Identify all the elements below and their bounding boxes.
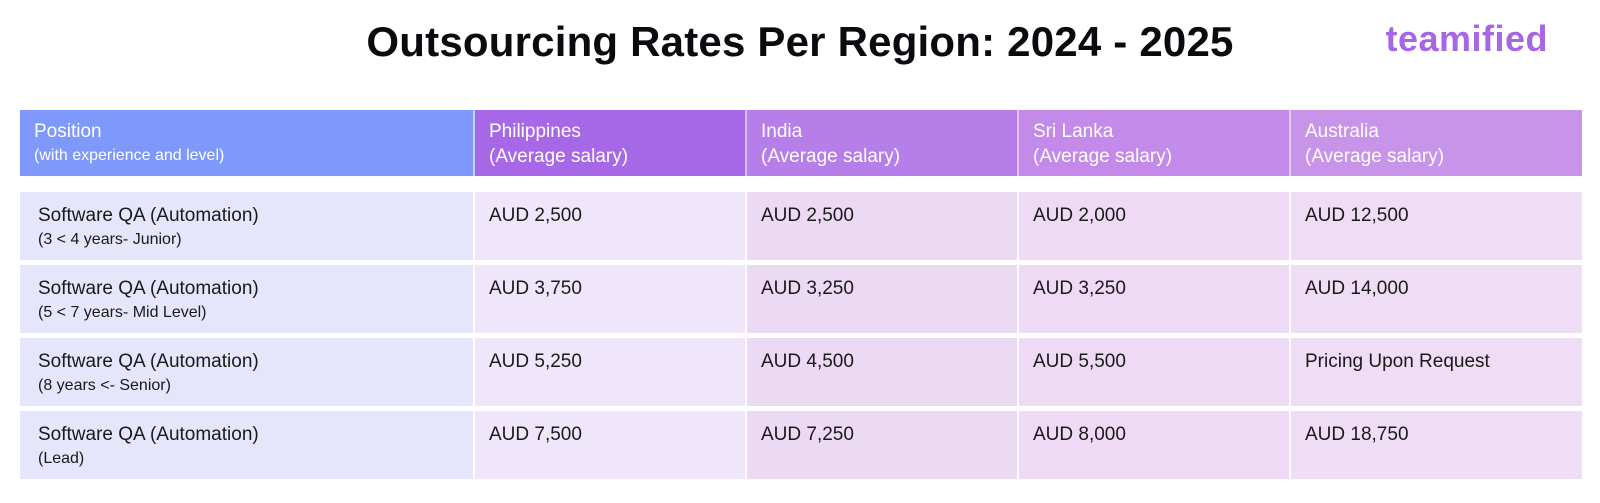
salary-cell-india: AUD 7,250 [747,411,1019,479]
salary-cell-philippines: AUD 5,250 [475,338,747,406]
page-title: Outsourcing Rates Per Region: 2024 - 202… [366,18,1234,65]
header-sublabel: (Average salary) [489,146,629,167]
position-title: Software QA (Automation) [38,278,259,299]
salary-cell-sri-lanka: AUD 3,250 [1019,265,1291,333]
salary-cell-philippines: AUD 7,500 [475,411,747,479]
header-label: India [761,121,803,142]
position-cell: Software QA (Automation) (8 years <- Sen… [20,338,475,406]
salary-value: AUD 3,250 [1033,278,1126,299]
salary-value: Pricing Upon Request [1305,351,1490,372]
salary-value: AUD 5,250 [489,351,582,372]
table-header-row: Position (with experience and level) Phi… [20,110,1582,176]
table-row: Software QA (Automation) (3 < 4 years- J… [20,192,1582,260]
salary-value: AUD 7,500 [489,424,582,445]
salary-cell-india: AUD 2,500 [747,192,1019,260]
salary-cell-india: AUD 3,250 [747,265,1019,333]
salary-value: AUD 12,500 [1305,205,1409,226]
salary-value: AUD 3,750 [489,278,582,299]
salary-value: AUD 8,000 [1033,424,1126,445]
header-sri-lanka: Sri Lanka (Average salary) [1019,110,1291,176]
header-australia: Australia (Average salary) [1291,110,1582,176]
salary-cell-philippines: AUD 2,500 [475,192,747,260]
salary-value: AUD 3,250 [761,278,854,299]
salary-cell-sri-lanka: AUD 2,000 [1019,192,1291,260]
header-label: Philippines [489,121,581,142]
header-gap [20,176,1582,192]
salary-value: AUD 7,250 [761,424,854,445]
position-cell: Software QA (Automation) (3 < 4 years- J… [20,192,475,260]
position-level: (Lead) [38,450,85,467]
position-title: Software QA (Automation) [38,424,259,445]
table-row: Software QA (Automation) (Lead) AUD 7,50… [20,411,1582,479]
position-title: Software QA (Automation) [38,205,259,226]
header-label: Australia [1305,121,1379,142]
salary-cell-australia: AUD 12,500 [1291,192,1582,260]
salary-cell-australia: AUD 18,750 [1291,411,1582,479]
header-sublabel: (Average salary) [1305,146,1445,167]
salary-value: AUD 5,500 [1033,351,1126,372]
header-label: Position [34,121,102,142]
position-cell: Software QA (Automation) (5 < 7 years- M… [20,265,475,333]
header-label: Sri Lanka [1033,121,1114,142]
salary-cell-australia: Pricing Upon Request [1291,338,1582,406]
salary-cell-philippines: AUD 3,750 [475,265,747,333]
header-philippines: Philippines (Average salary) [475,110,747,176]
table-row: Software QA (Automation) (5 < 7 years- M… [20,265,1582,333]
header-sublabel: (Average salary) [1033,146,1173,167]
header-sublabel: (Average salary) [761,146,901,167]
position-level: (5 < 7 years- Mid Level) [38,304,207,321]
table-row: Software QA (Automation) (8 years <- Sen… [20,338,1582,406]
salary-cell-india: AUD 4,500 [747,338,1019,406]
salary-value: AUD 14,000 [1305,278,1409,299]
header-india: India (Average salary) [747,110,1019,176]
header-position: Position (with experience and level) [20,110,475,176]
position-title: Software QA (Automation) [38,351,259,372]
brand-logo: teamified [1385,18,1548,59]
salary-cell-sri-lanka: AUD 8,000 [1019,411,1291,479]
position-level: (3 < 4 years- Junior) [38,231,182,248]
salary-value: AUD 2,500 [761,205,854,226]
rates-table: Position (with experience and level) Phi… [20,110,1582,484]
header-sublabel: (with experience and level) [34,147,225,164]
position-level: (8 years <- Senior) [38,377,171,394]
salary-value: AUD 2,000 [1033,205,1126,226]
position-cell: Software QA (Automation) (Lead) [20,411,475,479]
salary-cell-sri-lanka: AUD 5,500 [1019,338,1291,406]
salary-value: AUD 2,500 [489,205,582,226]
salary-value: AUD 18,750 [1305,424,1409,445]
salary-value: AUD 4,500 [761,351,854,372]
salary-cell-australia: AUD 14,000 [1291,265,1582,333]
